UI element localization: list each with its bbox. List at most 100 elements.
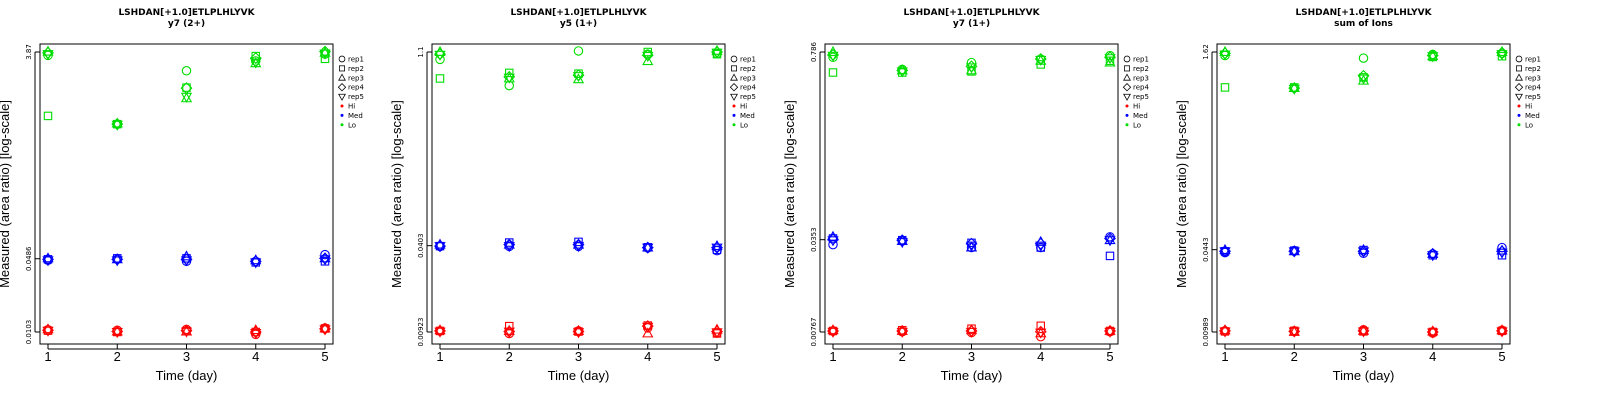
legend-label: rep2 bbox=[1133, 65, 1149, 73]
legend-symbol-rep5 bbox=[1515, 93, 1523, 101]
x-tick-label: 3 bbox=[968, 349, 975, 364]
data-point-rep5-hi bbox=[42, 326, 54, 337]
data-point-rep5-lo bbox=[111, 120, 123, 131]
data-point-rep5-med bbox=[42, 256, 54, 267]
data-point-rep5-med bbox=[572, 242, 585, 253]
data-point-rep3-hi bbox=[42, 323, 54, 334]
data-point-rep5-lo bbox=[1104, 54, 1116, 65]
legend-dot-med bbox=[340, 113, 344, 117]
legend-label: rep3 bbox=[1133, 74, 1149, 82]
data-point-rep3-hi bbox=[1219, 324, 1231, 335]
chart-title: LSHDAN[+1.0]ETLPLHLYVK bbox=[118, 8, 255, 18]
plot-frame bbox=[824, 43, 1119, 345]
data-point-rep2-lo bbox=[43, 111, 53, 121]
x-axis-label: Time (day) bbox=[156, 368, 218, 383]
legend-symbol-rep4 bbox=[1122, 83, 1132, 92]
data-point-rep3-med bbox=[42, 252, 54, 263]
data-point-rep1-lo bbox=[573, 46, 584, 56]
legend-dot-lo bbox=[732, 123, 736, 127]
legend-dot-med bbox=[1125, 113, 1129, 117]
chart-subtitle: y7 (1+) bbox=[953, 19, 990, 29]
legend-label: rep1 bbox=[348, 56, 364, 64]
legend-label: Med bbox=[1133, 112, 1148, 120]
data-point-rep5-hi bbox=[319, 325, 331, 336]
data-point-rep5-med bbox=[434, 242, 446, 253]
legend-symbol-rep4 bbox=[729, 83, 739, 92]
data-point-rep3-lo bbox=[642, 55, 654, 66]
data-point-rep3-med bbox=[319, 252, 331, 263]
data-point-rep5-hi bbox=[642, 322, 654, 333]
data-point-rep5-hi bbox=[503, 327, 515, 338]
y-tick-label: 0.0443 bbox=[1202, 237, 1210, 262]
data-point-rep3-lo bbox=[827, 45, 839, 56]
data-point-rep3-lo bbox=[180, 92, 193, 103]
data-point-rep5-lo bbox=[42, 50, 54, 61]
x-tick-label: 4 bbox=[252, 349, 259, 364]
legend-dot-med bbox=[732, 113, 736, 117]
y-tick-label: 0.0403 bbox=[417, 233, 425, 258]
x-tick-label: 2 bbox=[506, 349, 513, 364]
legend-label: Hi bbox=[1133, 103, 1140, 111]
data-point-rep5-hi bbox=[1357, 327, 1370, 338]
data-point-rep5-med bbox=[642, 243, 654, 254]
data-point-rep3-hi bbox=[111, 325, 123, 336]
data-point-rep3-hi bbox=[319, 322, 331, 333]
y-tick-label: 0.00767 bbox=[810, 318, 818, 347]
data-point-rep5-hi bbox=[1288, 327, 1300, 338]
data-point-rep5-lo bbox=[503, 73, 515, 84]
x-tick-label: 1 bbox=[44, 349, 51, 364]
data-point-rep5-med bbox=[896, 237, 908, 249]
y-tick-label: 1.1 bbox=[417, 46, 425, 57]
data-point-rep3-lo bbox=[1288, 81, 1300, 93]
legend-symbol-rep5 bbox=[338, 93, 346, 101]
data-point-rep2-lo bbox=[182, 83, 191, 92]
x-axis-label: Time (day) bbox=[941, 368, 1003, 383]
data-point-rep1-med bbox=[320, 249, 330, 260]
data-point-rep5-lo bbox=[1496, 50, 1508, 61]
legend-dot-hi bbox=[732, 104, 736, 108]
data-point-rep5-med bbox=[1104, 236, 1116, 247]
legend-label: Lo bbox=[348, 121, 356, 129]
data-point-rep1-lo bbox=[1358, 53, 1369, 63]
legend-symbol-rep3 bbox=[338, 73, 346, 81]
y-tick-label: 0.00989 bbox=[1202, 318, 1210, 347]
data-point-rep5-hi bbox=[896, 327, 908, 338]
legend-symbol-rep2 bbox=[731, 65, 737, 72]
data-point-rep5-lo bbox=[180, 92, 193, 103]
data-point-rep5-hi bbox=[250, 328, 262, 340]
plot-frame bbox=[1216, 43, 1511, 345]
legend-label: Med bbox=[1525, 112, 1540, 120]
data-point-rep3-lo bbox=[896, 64, 908, 75]
legend-dot-lo bbox=[1125, 123, 1129, 127]
data-point-rep5-med bbox=[180, 256, 193, 267]
chart-subtitle: y5 (1+) bbox=[560, 19, 597, 29]
data-point-rep3-hi bbox=[1357, 324, 1370, 335]
x-tick-label: 5 bbox=[713, 349, 720, 364]
legend-dot-hi bbox=[340, 104, 344, 108]
chart-title: LSHDAN[+1.0]ETLPLHLYVK bbox=[1295, 8, 1432, 18]
data-point-rep3-hi bbox=[1427, 325, 1439, 336]
data-point-rep5-med bbox=[319, 255, 331, 266]
legend-label: Lo bbox=[740, 121, 748, 129]
legend-symbol-rep5 bbox=[1123, 93, 1131, 101]
legend-label: Hi bbox=[348, 103, 355, 111]
legend-label: rep2 bbox=[740, 65, 756, 73]
y-tick-label: 3.87 bbox=[25, 44, 33, 60]
y-tick-label: 0.0353 bbox=[810, 227, 818, 252]
x-tick-label: 2 bbox=[114, 349, 121, 364]
legend-label: rep3 bbox=[348, 74, 364, 82]
chart-subtitle: y7 (2+) bbox=[168, 19, 205, 29]
data-point-rep5-hi bbox=[1035, 328, 1047, 339]
data-point-rep5-hi bbox=[1496, 327, 1508, 338]
legend-label: rep4 bbox=[348, 84, 364, 92]
data-point-rep5-lo bbox=[1035, 55, 1047, 67]
data-point-rep3-med bbox=[180, 250, 193, 261]
data-point-rep5-med bbox=[965, 241, 978, 252]
legend-dot-med bbox=[1517, 113, 1521, 117]
data-point-rep2-lo bbox=[320, 54, 330, 64]
